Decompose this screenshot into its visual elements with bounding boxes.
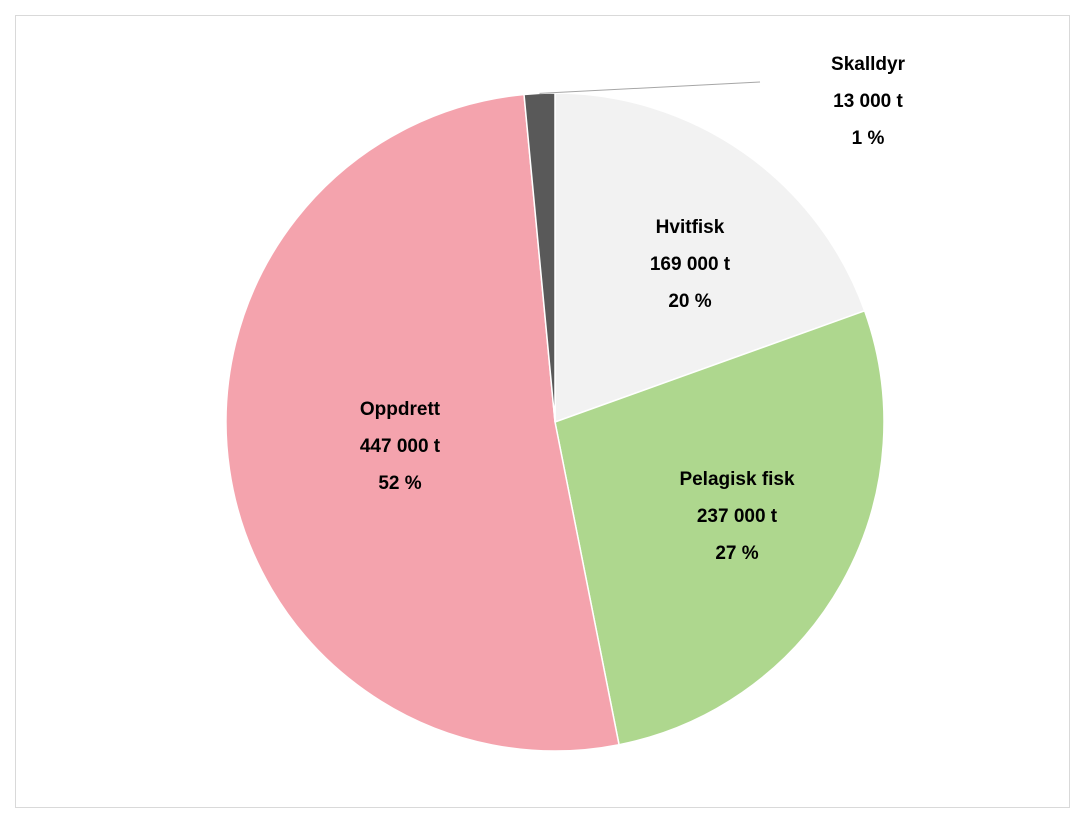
leader-line — [539, 81, 761, 94]
value-label: 447 000 t — [360, 436, 441, 457]
percent-label: 20 % — [668, 291, 711, 312]
slice-label: Oppdrett — [360, 399, 441, 420]
percent-label: 52 % — [378, 473, 421, 494]
value-label: 13 000 t — [833, 91, 903, 112]
percent-label: 1 % — [852, 128, 885, 149]
pie-slice — [554, 92, 866, 424]
pie-slice — [225, 93, 620, 752]
slice-label: Skalldyr — [831, 54, 906, 75]
value-label: 237 000 t — [697, 506, 778, 527]
slice-label: Pelagisk fisk — [679, 469, 795, 490]
value-label: 169 000 t — [650, 254, 731, 275]
pie-slice — [554, 309, 885, 746]
slice-label: Hvitfisk — [656, 217, 725, 238]
percent-label: 27 % — [715, 543, 758, 564]
